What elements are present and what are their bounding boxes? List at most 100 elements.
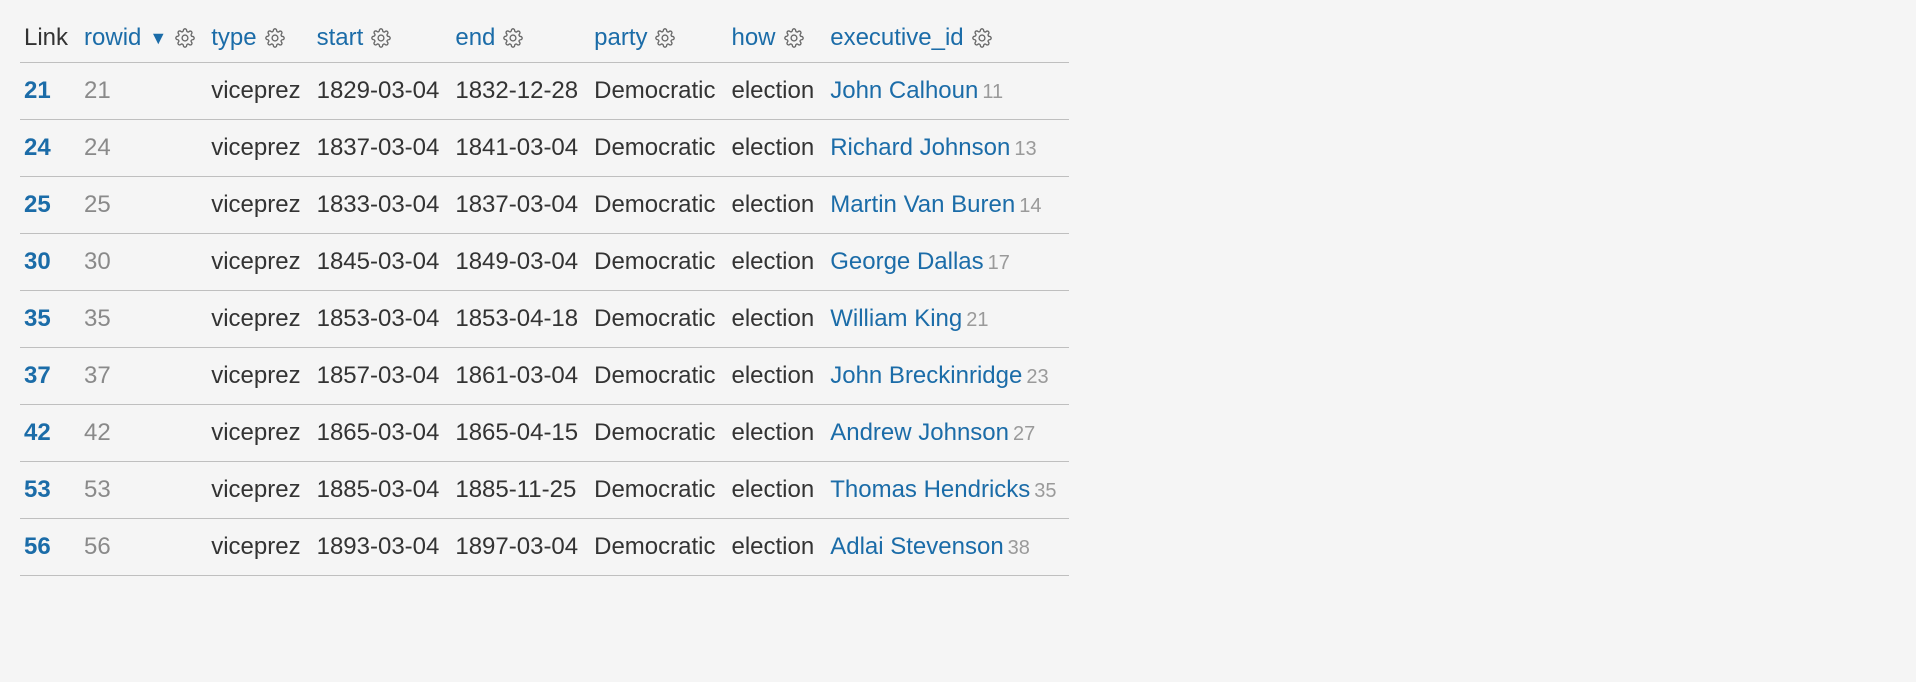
cell-executive: John Breckinridge23 bbox=[826, 348, 1068, 405]
gear-icon[interactable] bbox=[503, 28, 523, 48]
executive-link[interactable]: Thomas Hendricks bbox=[830, 476, 1030, 503]
table-row: 5656viceprez1893-03-041897-03-04Democrat… bbox=[20, 519, 1069, 576]
cell-how: election bbox=[727, 234, 826, 291]
executive-link[interactable]: William King bbox=[830, 305, 962, 332]
row-link[interactable]: 21 bbox=[24, 77, 51, 104]
cell-start: 1853-03-04 bbox=[313, 291, 452, 348]
cell-executive: Thomas Hendricks35 bbox=[826, 462, 1068, 519]
col-header-type[interactable]: type bbox=[207, 18, 312, 63]
table-body: 2121viceprez1829-03-041832-12-28Democrat… bbox=[20, 63, 1069, 576]
cell-party: Democratic bbox=[590, 348, 727, 405]
cell-rowid: 21 bbox=[80, 63, 207, 120]
col-header-label: end bbox=[455, 24, 495, 52]
data-table: Link rowid ▼ typestartend partyhow executive_… bbox=[20, 18, 1069, 576]
cell-start: 1837-03-04 bbox=[313, 120, 452, 177]
cell-link: 37 bbox=[20, 348, 80, 405]
cell-executive: Richard Johnson13 bbox=[826, 120, 1068, 177]
cell-party: Democratic bbox=[590, 291, 727, 348]
executive-link[interactable]: Andrew Johnson bbox=[830, 419, 1009, 446]
row-link[interactable]: 42 bbox=[24, 419, 51, 446]
cell-how: election bbox=[727, 177, 826, 234]
cell-rowid: 53 bbox=[80, 462, 207, 519]
cell-link: 35 bbox=[20, 291, 80, 348]
col-header-label: rowid bbox=[84, 24, 141, 52]
table-row: 4242viceprez1865-03-041865-04-15Democrat… bbox=[20, 405, 1069, 462]
cell-start: 1893-03-04 bbox=[313, 519, 452, 576]
cell-how: election bbox=[727, 120, 826, 177]
col-header-start[interactable]: start bbox=[313, 18, 452, 63]
row-link[interactable]: 56 bbox=[24, 533, 51, 560]
gear-icon[interactable] bbox=[371, 28, 391, 48]
cell-end: 1832-12-28 bbox=[451, 63, 590, 120]
executive-id: 14 bbox=[1019, 195, 1041, 217]
executive-id: 35 bbox=[1034, 480, 1056, 502]
row-link[interactable]: 35 bbox=[24, 305, 51, 332]
gear-icon[interactable] bbox=[175, 28, 195, 48]
table-row: 2424viceprez1837-03-041841-03-04Democrat… bbox=[20, 120, 1069, 177]
row-link[interactable]: 30 bbox=[24, 248, 51, 275]
cell-link: 24 bbox=[20, 120, 80, 177]
table-row: 3737viceprez1857-03-041861-03-04Democrat… bbox=[20, 348, 1069, 405]
col-header-end[interactable]: end bbox=[451, 18, 590, 63]
sort-indicator-icon: ▼ bbox=[149, 28, 167, 49]
col-header-label: Link bbox=[24, 24, 68, 52]
cell-rowid: 30 bbox=[80, 234, 207, 291]
executive-link[interactable]: George Dallas bbox=[830, 248, 983, 275]
executive-id: 21 bbox=[966, 309, 988, 331]
executive-link[interactable]: Adlai Stevenson bbox=[830, 533, 1003, 560]
cell-end: 1849-03-04 bbox=[451, 234, 590, 291]
table-row: 3535viceprez1853-03-041853-04-18Democrat… bbox=[20, 291, 1069, 348]
table-row: 3030viceprez1845-03-041849-03-04Democrat… bbox=[20, 234, 1069, 291]
cell-start: 1845-03-04 bbox=[313, 234, 452, 291]
col-header-label: executive_id bbox=[830, 24, 963, 52]
cell-link: 25 bbox=[20, 177, 80, 234]
cell-executive: Adlai Stevenson38 bbox=[826, 519, 1068, 576]
cell-executive: Martin Van Buren14 bbox=[826, 177, 1068, 234]
cell-end: 1885-11-25 bbox=[451, 462, 590, 519]
col-header-how[interactable]: how bbox=[727, 18, 826, 63]
cell-party: Democratic bbox=[590, 462, 727, 519]
cell-type: viceprez bbox=[207, 291, 312, 348]
col-header-party[interactable]: party bbox=[590, 18, 727, 63]
executive-link[interactable]: John Calhoun bbox=[830, 77, 978, 104]
executive-link[interactable]: Richard Johnson bbox=[830, 134, 1010, 161]
cell-party: Democratic bbox=[590, 519, 727, 576]
row-link[interactable]: 24 bbox=[24, 134, 51, 161]
cell-end: 1865-04-15 bbox=[451, 405, 590, 462]
row-link[interactable]: 37 bbox=[24, 362, 51, 389]
cell-how: election bbox=[727, 405, 826, 462]
col-header-executive_id[interactable]: executive_id bbox=[826, 18, 1068, 63]
gear-icon[interactable] bbox=[972, 28, 992, 48]
cell-how: election bbox=[727, 348, 826, 405]
cell-type: viceprez bbox=[207, 348, 312, 405]
cell-party: Democratic bbox=[590, 405, 727, 462]
cell-party: Democratic bbox=[590, 177, 727, 234]
gear-icon[interactable] bbox=[655, 28, 675, 48]
executive-id: 17 bbox=[988, 252, 1010, 274]
cell-start: 1857-03-04 bbox=[313, 348, 452, 405]
cell-type: viceprez bbox=[207, 519, 312, 576]
gear-icon[interactable] bbox=[265, 28, 285, 48]
executive-id: 11 bbox=[982, 81, 1003, 103]
cell-rowid: 56 bbox=[80, 519, 207, 576]
col-header-label: how bbox=[731, 24, 775, 52]
cell-end: 1853-04-18 bbox=[451, 291, 590, 348]
executive-link[interactable]: Martin Van Buren bbox=[830, 191, 1015, 218]
cell-how: election bbox=[727, 519, 826, 576]
row-link[interactable]: 25 bbox=[24, 191, 51, 218]
cell-end: 1897-03-04 bbox=[451, 519, 590, 576]
cell-how: election bbox=[727, 462, 826, 519]
cell-how: election bbox=[727, 63, 826, 120]
col-header-rowid[interactable]: rowid ▼ bbox=[80, 18, 207, 63]
cell-how: election bbox=[727, 291, 826, 348]
cell-party: Democratic bbox=[590, 120, 727, 177]
executive-link[interactable]: John Breckinridge bbox=[830, 362, 1022, 389]
gear-icon[interactable] bbox=[784, 28, 804, 48]
cell-start: 1829-03-04 bbox=[313, 63, 452, 120]
header-row: Link rowid ▼ typestartend partyhow executive_… bbox=[20, 18, 1069, 63]
cell-party: Democratic bbox=[590, 63, 727, 120]
row-link[interactable]: 53 bbox=[24, 476, 51, 503]
cell-link: 56 bbox=[20, 519, 80, 576]
executive-id: 13 bbox=[1014, 138, 1036, 160]
executive-id: 38 bbox=[1008, 537, 1030, 559]
